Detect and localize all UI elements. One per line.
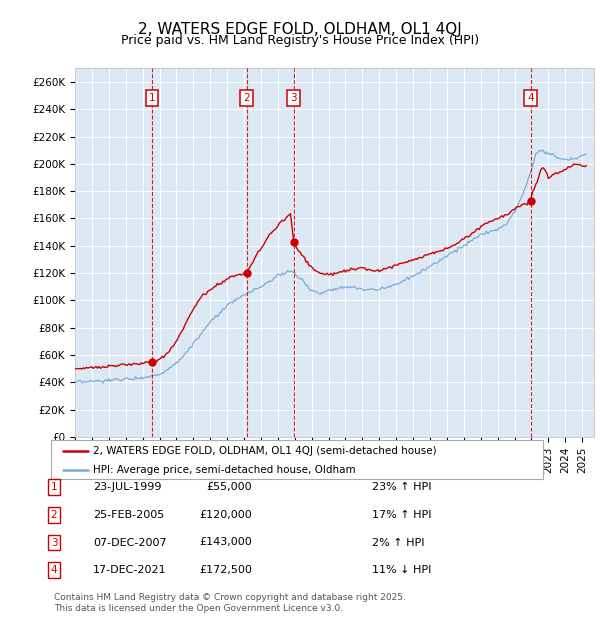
Text: £172,500: £172,500 <box>199 565 252 575</box>
Text: 23-JUL-1999: 23-JUL-1999 <box>93 482 161 492</box>
Text: £120,000: £120,000 <box>199 510 252 520</box>
Text: 1: 1 <box>149 93 155 104</box>
Text: 2: 2 <box>50 510 58 520</box>
Text: 2: 2 <box>244 93 250 104</box>
Text: 23% ↑ HPI: 23% ↑ HPI <box>372 482 431 492</box>
Text: 3: 3 <box>290 93 297 104</box>
Text: 3: 3 <box>50 538 58 547</box>
Text: 4: 4 <box>527 93 534 104</box>
Text: HPI: Average price, semi-detached house, Oldham: HPI: Average price, semi-detached house,… <box>93 465 355 475</box>
Text: 17% ↑ HPI: 17% ↑ HPI <box>372 510 431 520</box>
Text: £143,000: £143,000 <box>199 538 252 547</box>
Text: 17-DEC-2021: 17-DEC-2021 <box>93 565 167 575</box>
Text: 1: 1 <box>50 482 58 492</box>
Text: 2% ↑ HPI: 2% ↑ HPI <box>372 538 425 547</box>
Text: 25-FEB-2005: 25-FEB-2005 <box>93 510 164 520</box>
Text: 4: 4 <box>50 565 58 575</box>
Text: 2, WATERS EDGE FOLD, OLDHAM, OL1 4QJ (semi-detached house): 2, WATERS EDGE FOLD, OLDHAM, OL1 4QJ (se… <box>93 446 436 456</box>
Text: 07-DEC-2007: 07-DEC-2007 <box>93 538 167 547</box>
Text: Contains HM Land Registry data © Crown copyright and database right 2025.
This d: Contains HM Land Registry data © Crown c… <box>54 593 406 613</box>
Text: Price paid vs. HM Land Registry's House Price Index (HPI): Price paid vs. HM Land Registry's House … <box>121 34 479 47</box>
Text: £55,000: £55,000 <box>206 482 252 492</box>
Text: 11% ↓ HPI: 11% ↓ HPI <box>372 565 431 575</box>
Text: 2, WATERS EDGE FOLD, OLDHAM, OL1 4QJ: 2, WATERS EDGE FOLD, OLDHAM, OL1 4QJ <box>138 22 462 37</box>
